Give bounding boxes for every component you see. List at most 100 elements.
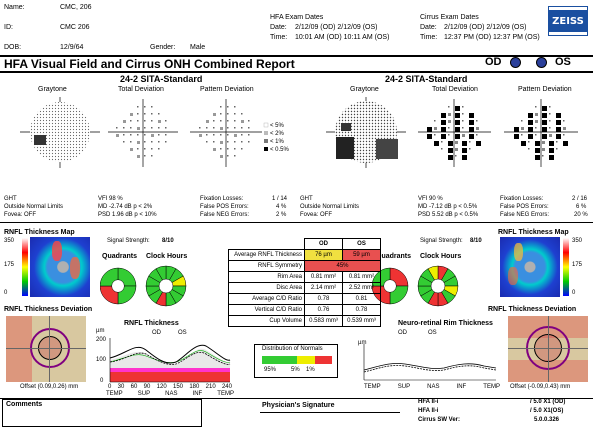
id-label: ID: — [4, 24, 13, 31]
od-signal-label: Signal Strength: — [107, 238, 150, 244]
od-vfi: VFI 98 % — [98, 196, 123, 202]
os-fneg-label: False NEG Errors: — [500, 212, 550, 218]
od-total-deviation-label: Total Deviation — [118, 86, 164, 93]
comments-label: Comments — [6, 401, 43, 408]
od-sector-charts — [100, 265, 187, 307]
cirrus-date-label: Date: — [420, 24, 437, 31]
od-colorbar — [22, 238, 28, 296]
od-ght-value: Outside Normal Limits — [4, 204, 64, 210]
os-fpos-label: False POS Errors: — [500, 204, 549, 210]
os-colorbar — [563, 238, 569, 296]
os-fovea: Fovea: OFF — [300, 212, 333, 218]
thickness-legend-od: OD — [152, 330, 161, 336]
od-graytone-label: Graytone — [38, 86, 67, 93]
os-sector-charts — [372, 265, 459, 307]
od-quadrants-title: Quadrants — [102, 253, 138, 260]
od-field-plots — [20, 97, 269, 168]
distribution-bar — [262, 356, 332, 364]
od-fovea: Fovea: OFF — [4, 212, 37, 218]
os-vfi: VFI 90 % — [418, 196, 443, 202]
os-fpos-value: 6 % — [576, 204, 587, 210]
patient-name: CMC, 206 — [60, 4, 92, 11]
hfa-exam-dates-title: HFA Exam Dates — [270, 14, 324, 21]
thickness-y-200: 200 — [96, 337, 107, 343]
legend-1: < 1% — [270, 139, 284, 145]
os-field-plots — [326, 97, 578, 168]
os-test-title: 24-2 SITA-Standard — [385, 74, 468, 84]
thickness-x-ticks: 0 30 60 90 120 150 180 210 240 — [108, 384, 232, 390]
patient-dob: 12/9/64 — [60, 44, 84, 51]
hfa-time: 10:01 AM (OD) 10:11 AM (OS) — [295, 34, 390, 41]
physician-signature-label: Physician's Signature — [262, 402, 335, 409]
os-psd: PSD 5.52 dB p < 0.5% — [418, 212, 479, 218]
hfa-od-label: HFA II-i — [418, 399, 439, 405]
od-fpos-label: False POS Errors: — [200, 204, 249, 210]
os-eye-indicator — [536, 57, 547, 68]
od-rnfl-map — [30, 237, 90, 297]
os-signal-value: 8/10 — [470, 238, 482, 244]
table-row: Rim Area 0.81 mm² 0.81 mm² — [228, 271, 381, 283]
os-md: MD -7.12 dB p < 0.5% — [418, 204, 478, 210]
cirrus-version-label: Cirrus SW Ver: — [418, 417, 461, 423]
os-deviation-image — [508, 316, 588, 382]
hfa-date: 2/12/09 (OD) 2/12/09 (OS) — [295, 24, 378, 31]
os-total-deviation-label: Total Deviation — [432, 86, 478, 93]
comments-box[interactable]: Comments — [2, 399, 202, 427]
os-scale-top: 350 — [572, 238, 583, 244]
thickness-y-0: 0 — [100, 378, 104, 384]
od-md: MD -2.74 dB p < 2% — [98, 204, 153, 210]
od-fneg-value: 2 % — [276, 212, 287, 218]
thickness-legend-os: OS — [178, 330, 187, 336]
od-offset: Offset (0.09,0.26) mm — [20, 384, 79, 390]
table-row: Vertical C/D Ratio 0.76 0.78 — [228, 304, 381, 316]
od-eye-indicator — [510, 57, 521, 68]
table-row: Average RNFL Thickness 76 µm 59 µm — [228, 249, 381, 261]
rim-thickness-chart — [363, 344, 497, 381]
od-scale-mid: 175 — [4, 262, 15, 268]
od-graytone-plot — [20, 97, 100, 168]
od-eye-label: OD — [485, 56, 502, 68]
od-deviation-image — [6, 316, 86, 382]
zeiss-logo-text: ZEISS — [552, 16, 584, 27]
od-signal-value: 8/10 — [162, 238, 174, 244]
legend-05: < 0.5% — [270, 147, 289, 153]
gender-label: Gender: — [150, 44, 176, 51]
signature-line[interactable] — [260, 412, 400, 413]
dob-label: DOB: — [4, 44, 22, 51]
os-ght-label: GHT — [300, 196, 313, 202]
rnfl-thickness-title: RNFL Thickness — [124, 320, 179, 327]
dist-1: 1% — [306, 367, 315, 373]
zeiss-logo: ZEISS — [548, 6, 588, 36]
os-rnfl-map-title: RNFL Thickness Map — [498, 229, 569, 236]
dist-5: 5% — [291, 367, 300, 373]
table-row: Disc Area 2.14 mm² 2.52 mm² — [228, 282, 381, 294]
patient-gender: Male — [190, 44, 206, 51]
od-fixation-value: 1 / 14 — [272, 196, 288, 202]
thickness-y-100: 100 — [96, 357, 107, 363]
legend-5: < 5% — [270, 123, 284, 129]
od-psd: PSD 1.96 dB p < 10% — [98, 212, 157, 218]
od-pattern-deviation-label: Pattern Deviation — [200, 86, 254, 93]
os-scale-mid: 175 — [572, 262, 583, 268]
od-fixation-label: Fixation Losses: — [200, 196, 244, 202]
hfa-time-label: Time: — [270, 34, 288, 41]
cirrus-version: 5.0.0.326 — [534, 417, 560, 423]
cirrus-time-label: Time: — [420, 34, 438, 41]
os-quadrants-title: Quadrants — [376, 253, 412, 260]
os-rnfl-map — [500, 237, 560, 297]
hfa-os-label: HFA II-i — [418, 408, 439, 414]
od-ght-label: GHT — [4, 196, 17, 202]
table-row: RNFL Symmetry 45% — [228, 260, 381, 272]
distribution-title: Distribution of Normals — [262, 346, 323, 352]
rnfl-thickness-chart — [109, 338, 231, 383]
hfa-os-version: / 5.0 X1(OS) — [530, 408, 564, 414]
os-deviation-title: RNFL Thickness Deviation — [488, 306, 577, 313]
table-row: Cup Volume 0.583 mm³ 0.539 mm³ — [228, 315, 381, 327]
rim-x-labels: TEMP SUP NAS INF TEMP — [364, 384, 500, 390]
od-fpos-value: 4 % — [276, 204, 287, 210]
distribution-legend — [254, 344, 338, 378]
rim-y-unit: µm — [358, 340, 367, 346]
os-fneg-value: 20 % — [574, 212, 588, 218]
rim-thickness-title: Neuro-retinal Rim Thickness — [398, 320, 493, 327]
cirrus-date: 2/12/09 (OD) 2/12/09 (OS) — [444, 24, 527, 31]
